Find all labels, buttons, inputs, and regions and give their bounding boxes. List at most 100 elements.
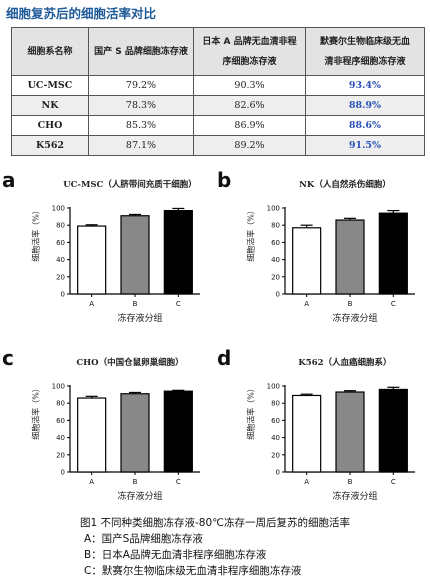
value-s: 85.3% (88, 115, 194, 136)
table-row: NK 78.3% 82.6% 88.9% (11, 95, 425, 116)
chart-panel-c: 0 20 40 60 80 100 A B C c CHO（中国仓鼠卵巢细胞） 细胞活率（%） … (0, 346, 215, 520)
chart-panel-d: 0 20 40 60 80 100 A B C d K562（人血癌细胞系） 细胞活率（%） 冻… (215, 346, 430, 520)
x-tick-label: A (304, 478, 309, 486)
panel-letter: b (217, 168, 232, 192)
figure-caption: 图1 不同种类细胞冻存液-80℃冻存一周后复苏的细胞活率 A：国产S品牌细胞冻存… (80, 515, 350, 579)
value-c: 88.9% (305, 95, 425, 116)
table-row: K562 87.1% 89.2% 91.5% (11, 135, 425, 156)
header-brand-a: 日本 A 品牌无血清非程 序细胞冻存液 (193, 27, 306, 76)
y-tick-label: 0 (276, 291, 280, 299)
table-row: UC-MSC 79.2% 90.3% 93.4% (11, 75, 425, 96)
value-s: 78.3% (88, 95, 194, 116)
header-text: 序细胞冻存液 (222, 56, 277, 67)
x-axis-label: 冻存液分组 (117, 314, 163, 324)
y-tick-label: 60 (56, 417, 65, 425)
x-tick-label: A (304, 300, 309, 308)
chart-panel-a: 0 20 40 60 80 100 A B C a UC-MSC（人脐带间充质干细胞） 细胞活率… (0, 168, 215, 342)
bar-C (163, 209, 193, 295)
x-tick-label: B (348, 300, 353, 308)
y-tick-label: 0 (61, 291, 65, 299)
cell-line-name: K562 (11, 135, 89, 156)
bar-chart-d: 0 20 40 60 80 100 A B C (267, 383, 415, 486)
panel-letter: a (2, 168, 16, 192)
x-axis-label: 冻存液分组 (332, 314, 378, 324)
caption-item: B：日本A品牌无血清非程序细胞冻存液 (84, 549, 267, 561)
bar-B (335, 391, 365, 473)
value-s: 87.1% (88, 135, 194, 156)
caption-title: 图1 不同种类细胞冻存液-80℃冻存一周后复苏的细胞活率 (80, 517, 350, 529)
bar-B (120, 215, 150, 295)
y-tick-label: 80 (56, 400, 65, 408)
header-text: 国产 S 品牌细胞冻存液 (94, 46, 188, 57)
x-tick-label: B (133, 478, 138, 486)
y-tick-label: 40 (56, 434, 65, 442)
y-tick-label: 100 (52, 383, 65, 391)
y-tick-label: 80 (271, 400, 280, 408)
y-tick-label: 40 (271, 434, 280, 442)
value-a: 90.3% (193, 75, 306, 96)
chart-title: CHO（中国仓鼠卵巢细胞） (76, 358, 184, 368)
value-a: 82.6% (193, 95, 306, 116)
chart-title: K562（人血癌细胞系） (298, 358, 392, 368)
value-a: 86.9% (193, 115, 306, 136)
x-tick-label: C (176, 478, 181, 486)
y-axis-label: 细胞活率（%） (246, 384, 256, 440)
value-c: 88.6% (305, 115, 425, 136)
x-tick-label: A (89, 300, 94, 308)
viability-comparison-table: 细胞系名称 国产 S 品牌细胞冻存液 日本 A 品牌无血清非程 序细胞冻存液 默… (11, 27, 425, 156)
cell-line-name: UC-MSC (11, 75, 89, 96)
y-tick-label: 100 (267, 205, 280, 213)
header-text: 日本 A 品牌无血清非程 (202, 36, 297, 47)
y-axis-label: 细胞活率（%） (246, 206, 256, 262)
y-axis-label: 细胞活率（%） (31, 384, 41, 440)
bar-C (378, 388, 408, 473)
page-title: 细胞复苏后的细胞活率对比 (6, 6, 157, 21)
bar-B (335, 219, 365, 295)
bar-C (163, 390, 193, 473)
bar-A (292, 394, 322, 473)
chart-title: UC-MSC（人脐带间充质干细胞） (63, 180, 197, 190)
caption-item: C：默赛尔生物临床级无血清非程序细胞冻存液 (84, 565, 302, 577)
y-tick-label: 100 (52, 205, 65, 213)
header-cell-line: 细胞系名称 (11, 27, 89, 76)
y-tick-label: 20 (56, 273, 65, 281)
bar-chart-b: 0 20 40 60 80 100 A B C (267, 205, 415, 308)
y-tick-label: 60 (271, 239, 280, 247)
chart-title: NK（人自然杀伤细胞） (299, 180, 391, 190)
bar-A (77, 397, 107, 473)
y-tick-label: 20 (271, 273, 280, 281)
bar-A (77, 225, 107, 295)
value-c: 93.4% (305, 75, 425, 96)
y-tick-label: 40 (271, 256, 280, 264)
y-tick-label: 0 (276, 469, 280, 477)
x-tick-label: C (391, 300, 396, 308)
bar-C (378, 212, 408, 295)
x-tick-label: B (348, 478, 353, 486)
y-tick-label: 80 (271, 222, 280, 230)
y-tick-label: 20 (56, 451, 65, 459)
caption-item: A：国产S品牌细胞冻存液 (84, 533, 203, 545)
bar-chart-a: 0 20 40 60 80 100 A B C (52, 205, 200, 308)
x-tick-label: A (89, 478, 94, 486)
y-tick-label: 40 (56, 256, 65, 264)
panel-letter: d (217, 346, 232, 370)
y-tick-label: 60 (271, 417, 280, 425)
panel-letter: c (2, 346, 14, 370)
header-brand-c: 默赛尔生物临床级无血 清非程序细胞冻存液 (305, 27, 425, 76)
x-tick-label: C (391, 478, 396, 486)
header-brand-s: 国产 S 品牌细胞冻存液 (88, 27, 194, 76)
value-s: 79.2% (88, 75, 194, 96)
bar-A (292, 227, 322, 295)
y-tick-label: 20 (271, 451, 280, 459)
bar-chart-c: 0 20 40 60 80 100 A B C (52, 383, 200, 486)
header-text: 默赛尔生物临床级无血 (319, 36, 410, 47)
value-a: 89.2% (193, 135, 306, 156)
table-header-row: 细胞系名称 国产 S 品牌细胞冻存液 日本 A 品牌无血清非程 序细胞冻存液 默… (11, 27, 425, 76)
y-axis-label: 细胞活率（%） (31, 206, 41, 262)
bar-B (120, 393, 150, 473)
cell-line-name: CHO (11, 115, 89, 136)
header-text: 细胞系名称 (27, 46, 73, 57)
y-tick-label: 60 (56, 239, 65, 247)
table-row: CHO 85.3% 86.9% 88.6% (11, 115, 425, 136)
chart-panel-b: 0 20 40 60 80 100 A B C b NK（人自然杀伤细胞） 细胞活率（%） 冻存… (215, 168, 430, 342)
